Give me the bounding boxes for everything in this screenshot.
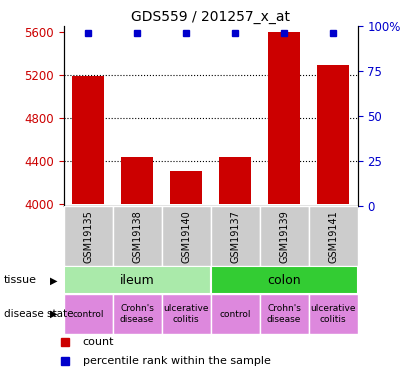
Bar bbox=[162, 294, 211, 334]
Text: ulcerative
colitis: ulcerative colitis bbox=[164, 304, 209, 324]
Bar bbox=[211, 206, 260, 266]
Bar bbox=[64, 266, 210, 294]
Text: disease state: disease state bbox=[4, 309, 74, 319]
Bar bbox=[219, 157, 251, 204]
Bar bbox=[309, 206, 358, 266]
Text: percentile rank within the sample: percentile rank within the sample bbox=[83, 356, 270, 366]
Bar bbox=[64, 294, 113, 334]
Text: ileum: ileum bbox=[120, 274, 155, 287]
Bar bbox=[162, 206, 211, 266]
Bar bbox=[113, 206, 162, 266]
Text: count: count bbox=[83, 337, 114, 347]
Bar bbox=[309, 294, 358, 334]
Text: control: control bbox=[219, 310, 251, 319]
Bar bbox=[211, 294, 260, 334]
Bar bbox=[113, 294, 162, 334]
Text: ▶: ▶ bbox=[50, 309, 57, 319]
Text: GSM19141: GSM19141 bbox=[328, 210, 338, 262]
Title: GDS559 / 201257_x_at: GDS559 / 201257_x_at bbox=[131, 10, 290, 24]
Text: Crohn's
disease: Crohn's disease bbox=[120, 304, 155, 324]
Text: control: control bbox=[72, 310, 104, 319]
Bar bbox=[260, 294, 309, 334]
Text: ▶: ▶ bbox=[50, 275, 57, 285]
Bar bbox=[268, 32, 300, 204]
Text: ulcerative
colitis: ulcerative colitis bbox=[310, 304, 356, 324]
Text: GSM19140: GSM19140 bbox=[181, 210, 191, 262]
Bar bbox=[211, 266, 358, 294]
Text: tissue: tissue bbox=[4, 275, 37, 285]
Text: GSM19137: GSM19137 bbox=[230, 210, 240, 263]
Text: GSM19135: GSM19135 bbox=[83, 210, 93, 263]
Text: Crohn's
disease: Crohn's disease bbox=[267, 304, 301, 324]
Bar bbox=[64, 206, 113, 266]
Bar bbox=[170, 171, 202, 204]
Bar bbox=[260, 206, 309, 266]
Text: colon: colon bbox=[267, 274, 301, 287]
Bar bbox=[317, 65, 349, 204]
Text: GSM19139: GSM19139 bbox=[279, 210, 289, 262]
Text: GSM19138: GSM19138 bbox=[132, 210, 142, 262]
Bar bbox=[121, 157, 153, 204]
Bar bbox=[72, 76, 104, 204]
